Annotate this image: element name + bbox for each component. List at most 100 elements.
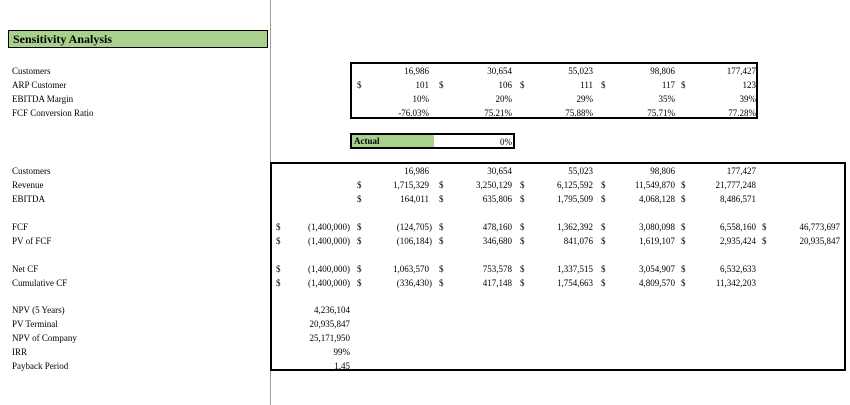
cell[interactable]: 164,011 <box>400 194 429 204</box>
actual-value[interactable]: 0% <box>500 137 512 147</box>
cell[interactable]: 11,549,870 <box>634 180 675 190</box>
currency-symbol: $ <box>601 222 606 232</box>
cell[interactable]: 11,342,203 <box>715 278 756 288</box>
cell[interactable]: 30,654 <box>487 66 512 76</box>
summary-value[interactable]: 20,935,847 <box>309 319 351 329</box>
cell[interactable]: 1,619,107 <box>639 236 675 246</box>
currency-symbol: $ <box>439 80 444 90</box>
cell[interactable]: 177,427 <box>726 66 756 76</box>
cell[interactable]: 635,806 <box>482 194 512 204</box>
cell[interactable]: 98,806 <box>650 66 675 76</box>
currency-symbol: $ <box>357 80 362 90</box>
cell[interactable]: 478,160 <box>482 222 512 232</box>
label-ebitda-margin[interactable]: EBITDA Margin <box>12 94 74 104</box>
cell[interactable]: 417,148 <box>482 278 512 288</box>
cell[interactable]: 20% <box>495 94 513 104</box>
cell[interactable]: 3,054,907 <box>639 264 675 274</box>
summary-value[interactable]: 1.45 <box>334 361 350 371</box>
currency-symbol: $ <box>357 278 362 288</box>
cell[interactable]: 106 <box>498 80 513 90</box>
cell[interactable]: 6,125,592 <box>557 180 593 190</box>
cell[interactable]: 123 <box>742 80 757 90</box>
cell[interactable]: 21,777,248 <box>715 180 757 190</box>
cell[interactable]: 77.28% <box>728 108 756 118</box>
label-customers[interactable]: Customers <box>12 166 51 176</box>
cell[interactable]: 30,654 <box>487 166 512 176</box>
label-npv-5-years[interactable]: NPV (5 Years) <box>12 305 65 315</box>
cell[interactable]: (1,400,000) <box>308 278 350 288</box>
cell[interactable]: 3,250,129 <box>476 180 512 190</box>
cell[interactable]: 1,362,392 <box>557 222 593 232</box>
cell[interactable]: (1,400,000) <box>308 236 350 246</box>
summary-value[interactable]: 99% <box>333 347 351 357</box>
currency-symbol: $ <box>357 264 362 274</box>
cell[interactable]: 75.21% <box>484 108 512 118</box>
cell[interactable]: 3,080,098 <box>639 222 675 232</box>
cell[interactable]: 117 <box>661 80 675 90</box>
label-pv-terminal[interactable]: PV Terminal <box>12 319 58 329</box>
cell[interactable]: 1,337,515 <box>557 264 593 274</box>
scenario-box <box>350 62 758 119</box>
cell[interactable]: (106,184) <box>396 236 432 246</box>
cell[interactable]: (124,705) <box>396 222 432 232</box>
label-net-cf[interactable]: Net CF <box>12 264 39 274</box>
cell[interactable]: 841,076 <box>563 236 593 246</box>
cell[interactable]: 75.71% <box>647 108 675 118</box>
cell[interactable]: 177,427 <box>726 166 756 176</box>
currency-symbol: $ <box>276 222 281 232</box>
cell[interactable]: 6,558,160 <box>720 222 756 232</box>
cell[interactable]: (1,400,000) <box>308 222 350 232</box>
cell[interactable]: 753,578 <box>482 264 512 274</box>
actual-box <box>350 133 515 149</box>
currency-symbol: $ <box>439 264 444 274</box>
cell[interactable]: 4,809,570 <box>639 278 675 288</box>
cell[interactable]: 1,715,329 <box>393 180 429 190</box>
cell[interactable]: 4,068,128 <box>639 194 675 204</box>
label-npv-company[interactable]: NPV of Company <box>12 333 77 343</box>
cell[interactable]: 101 <box>415 80 430 90</box>
label-fcf-conversion[interactable]: FCF Conversion Ratio <box>12 108 94 118</box>
cell[interactable]: 346,680 <box>482 236 512 246</box>
summary-value[interactable]: 25,171,950 <box>309 333 351 343</box>
currency-symbol: $ <box>520 194 525 204</box>
cell[interactable]: 1,754,663 <box>557 278 593 288</box>
cell[interactable]: 16,986 <box>404 66 429 76</box>
cell[interactable]: 98,806 <box>650 166 675 176</box>
currency-symbol: $ <box>601 278 606 288</box>
cell[interactable]: 75.88% <box>565 108 593 118</box>
label-pv-fcf[interactable]: PV of FCF <box>12 236 52 246</box>
cell[interactable]: (1,400,000) <box>308 264 350 274</box>
label-payback-period[interactable]: Payback Period <box>12 361 69 371</box>
cell[interactable]: 10% <box>412 94 430 104</box>
summary-value[interactable]: 4,236,104 <box>314 305 350 315</box>
title-cell[interactable]: Sensitivity Analysis <box>8 30 268 48</box>
cell[interactable]: 29% <box>576 94 594 104</box>
cell[interactable]: 1,063,570 <box>393 264 429 274</box>
cell[interactable]: 20,935,847 <box>799 236 841 246</box>
actual-label[interactable]: Actual <box>354 136 380 146</box>
label-cumulative-cf[interactable]: Cumulative CF <box>12 278 68 288</box>
label-revenue[interactable]: Revenue <box>12 180 44 190</box>
currency-symbol: $ <box>601 80 606 90</box>
cell[interactable]: 35% <box>658 94 676 104</box>
cell[interactable]: 2,935,424 <box>720 236 756 246</box>
cell[interactable]: 1,795,509 <box>557 194 593 204</box>
cell[interactable]: 55,023 <box>568 66 593 76</box>
currency-symbol: $ <box>601 264 606 274</box>
label-fcf[interactable]: FCF <box>12 222 29 232</box>
cell[interactable]: 111 <box>580 80 593 90</box>
cell[interactable]: 16,986 <box>404 166 429 176</box>
cell[interactable]: 8,486,571 <box>720 194 756 204</box>
label-ebitda[interactable]: EBITDA <box>12 194 45 204</box>
currency-symbol: $ <box>276 278 281 288</box>
label-arp-customer[interactable]: ARP Customer <box>12 80 67 90</box>
cell[interactable]: 39% <box>739 94 757 104</box>
cell[interactable]: (336,430) <box>396 278 432 288</box>
label-customers[interactable]: Customers <box>12 66 51 76</box>
label-irr[interactable]: IRR <box>12 347 28 357</box>
cell[interactable]: 6,532,633 <box>720 264 756 274</box>
cell[interactable]: 46,773,697 <box>799 222 841 232</box>
cell[interactable]: 55,023 <box>568 166 593 176</box>
cell[interactable]: -76.03% <box>398 108 429 118</box>
currency-symbol: $ <box>439 236 444 246</box>
